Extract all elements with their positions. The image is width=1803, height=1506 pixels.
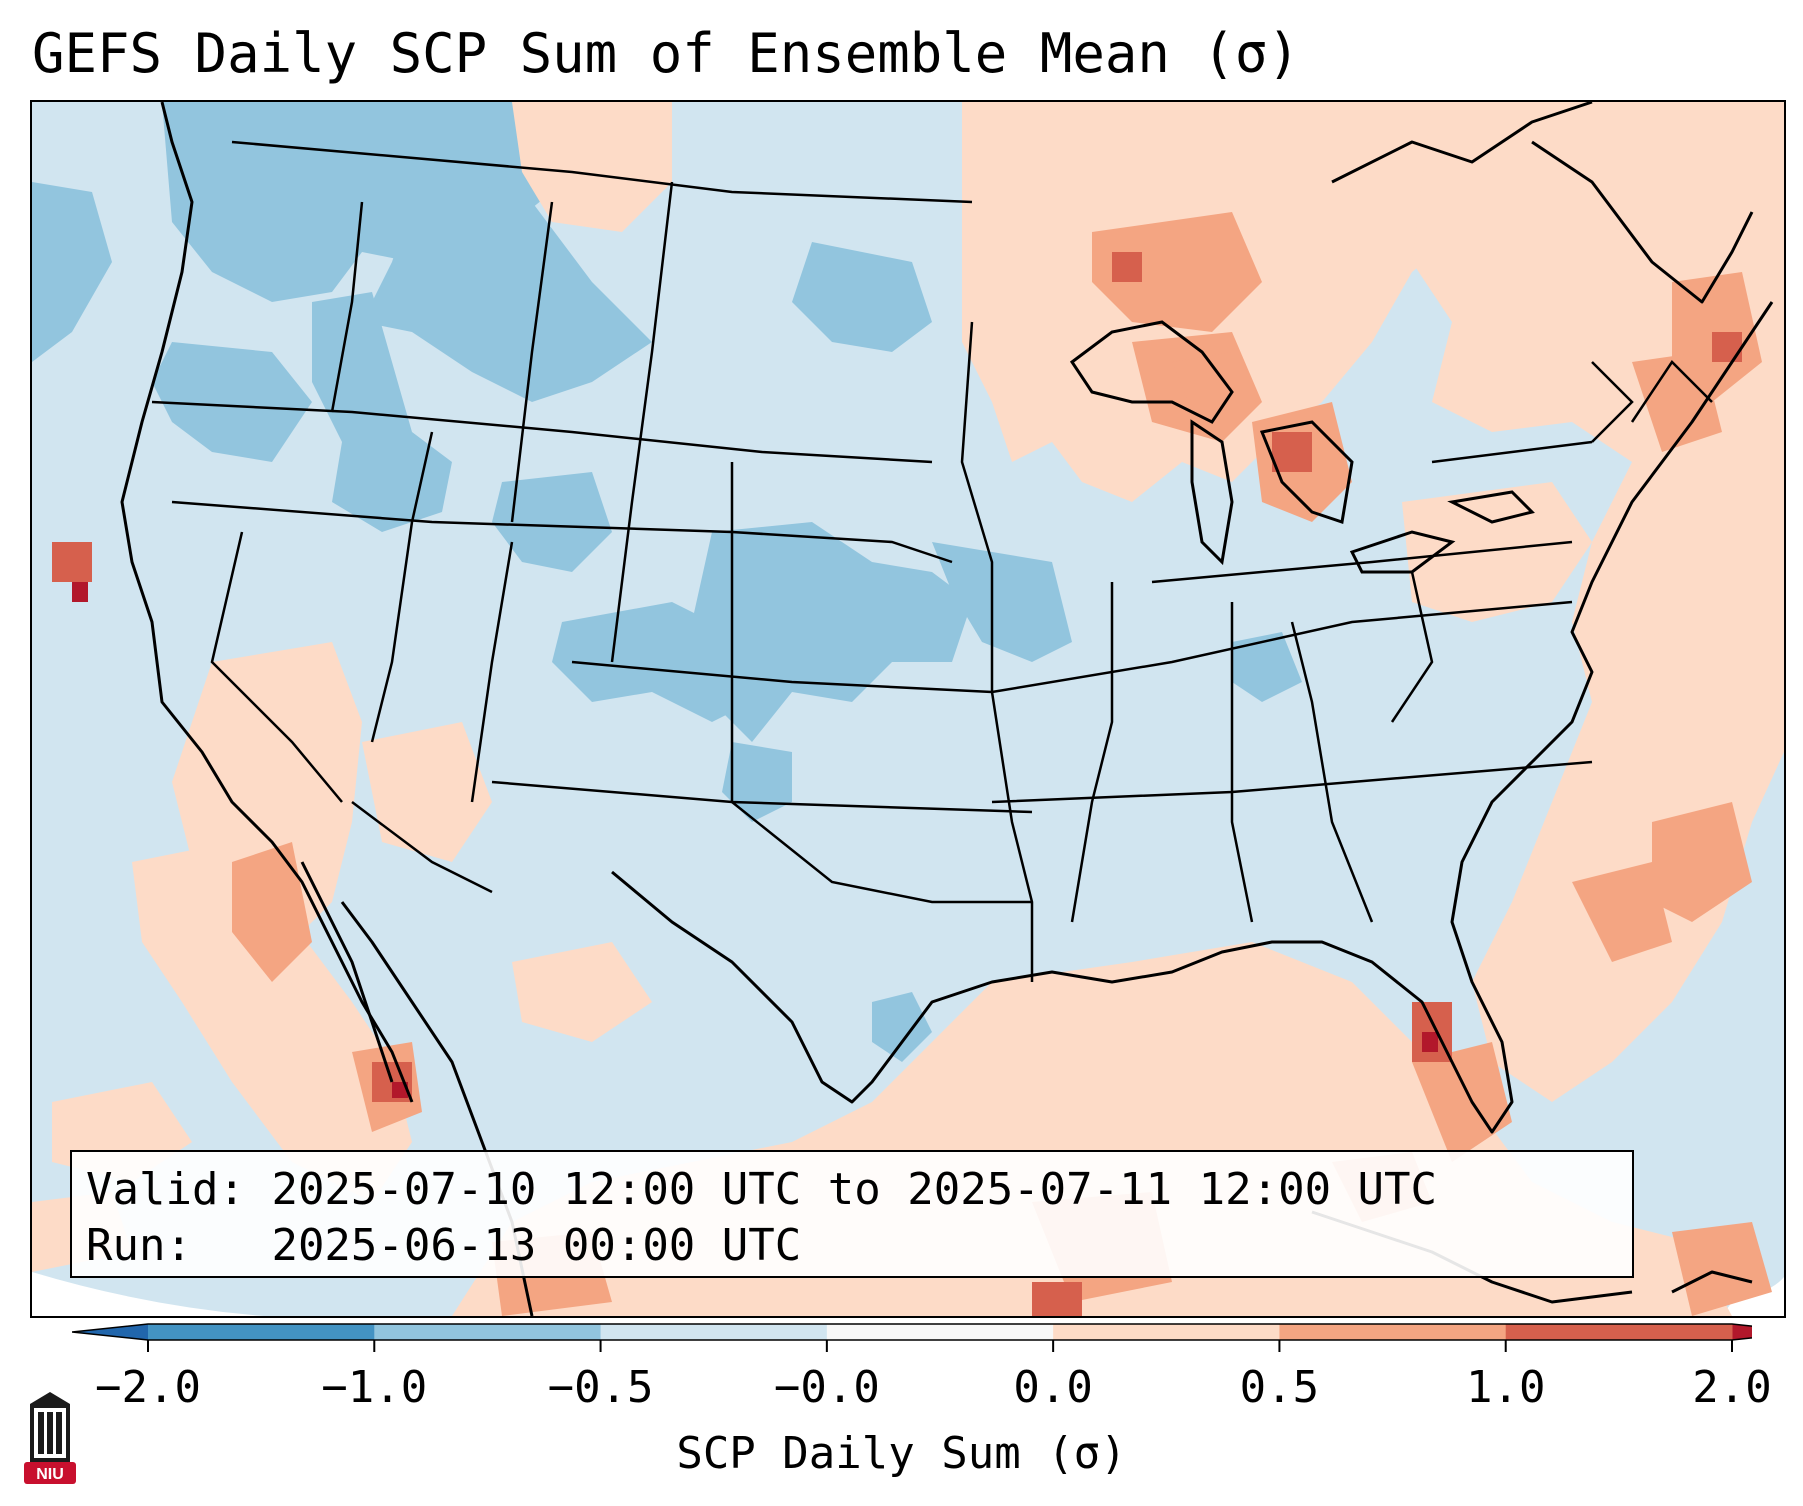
- map-title: GEFS Daily SCP Sum of Ensemble Mean (σ): [32, 22, 1300, 85]
- colorbar-tick-label: −2.0: [95, 1362, 201, 1413]
- colorbar-segment: [600, 1324, 828, 1340]
- anomaly-map: [32, 102, 1784, 1316]
- run-label: Run:: [86, 1220, 192, 1271]
- niu-logo: NIU: [24, 1392, 76, 1484]
- logo-text: NIU: [36, 1466, 64, 1483]
- colorbar: [72, 1323, 1752, 1352]
- negative-anomaly-areas: [32, 102, 1752, 1062]
- state-borders: [151, 140, 1713, 982]
- colorbar-tick-label: −0.0: [773, 1362, 880, 1413]
- valid-value: 2025-07-10 12:00 UTC to 2025-07-11 12:00…: [271, 1164, 1438, 1215]
- valid-label: Valid:: [86, 1164, 245, 1215]
- valid-time-box: Valid: 2025-07-10 12:00 UTC to 2025-07-1…: [70, 1150, 1634, 1278]
- colorbar-tick-label: 0.0: [1013, 1362, 1093, 1413]
- colorbar-tick-label: 0.5: [1239, 1362, 1320, 1413]
- colorbar-segment: [1053, 1324, 1280, 1340]
- colorbar-label: SCP Daily Sum (σ): [676, 1428, 1127, 1479]
- colorbar-segment: [148, 1324, 375, 1340]
- colorbar-segment: [1505, 1324, 1733, 1340]
- run-value: 2025-06-13 00:00 UTC: [271, 1220, 802, 1271]
- colorbar-segment: [1279, 1324, 1507, 1340]
- coastlines: [120, 102, 1774, 1316]
- colorbar-extend-high: [1732, 1324, 1752, 1340]
- colorbar-segment: [826, 1324, 1054, 1340]
- colorbar-extend-low: [72, 1324, 148, 1340]
- colorbar-tick-label: 1.0: [1465, 1362, 1546, 1413]
- extreme-positive-anomaly-areas: [72, 582, 1438, 1098]
- colorbar-tick-label: −1.0: [321, 1362, 428, 1413]
- projection-edge: [32, 1272, 432, 1316]
- great-lakes: [1069, 320, 1535, 574]
- colorbar-segment: [374, 1324, 602, 1340]
- colorbar-tick-label: 2.0: [1692, 1362, 1772, 1413]
- map-panel: Valid: 2025-07-10 12:00 UTC to 2025-07-1…: [30, 100, 1786, 1318]
- colorbar-tick-label: −0.5: [547, 1362, 654, 1413]
- strong-positive-anomaly-areas: [52, 252, 1742, 1316]
